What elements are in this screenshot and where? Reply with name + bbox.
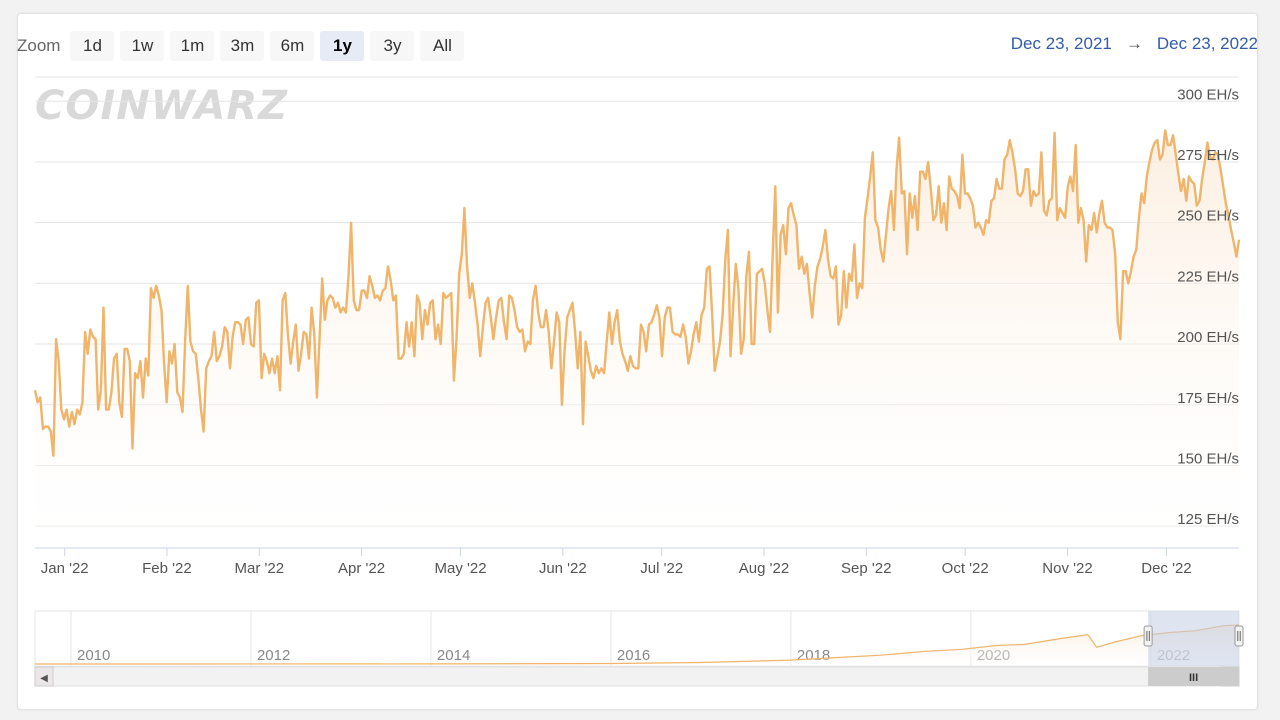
- x-tick-label: Sep '22: [841, 560, 891, 577]
- x-tick-label: Nov '22: [1042, 560, 1092, 577]
- x-tick-label: Feb '22: [142, 560, 192, 577]
- y-tick-label: 300 EH/s: [1177, 86, 1239, 103]
- x-tick-label: Aug '22: [739, 560, 789, 577]
- y-axis-labels: 125 EH/s 150 EH/s 175 EH/s 200 EH/s 225 EH/s…: [1177, 86, 1239, 528]
- x-tick-label: Jun '22: [539, 560, 587, 577]
- zoom-1d-button[interactable]: 1d: [70, 31, 115, 61]
- zoom-toolbar: Zoom 1d 1w 1m 3m 6m 1y 3y All: [17, 30, 465, 62]
- x-tick-label: May '22: [434, 560, 486, 577]
- x-tick-label: Dec '22: [1141, 560, 1191, 577]
- range-arrow-icon: →: [1125, 34, 1143, 53]
- date-range: Dec 23, 2021 → Dec 23, 2022: [1011, 34, 1258, 54]
- watermark-text: COINWARZ: [35, 83, 288, 129]
- zoom-6m-button[interactable]: 6m: [270, 31, 315, 61]
- x-tick-label: Apr '22: [338, 560, 385, 577]
- y-tick-label: 200 EH/s: [1177, 329, 1239, 346]
- navigator-year-label: 2016: [617, 647, 650, 664]
- navigator-handle-left[interactable]: [1143, 625, 1153, 647]
- navigator-year-label: 2014: [437, 647, 470, 664]
- handle-body[interactable]: [1234, 625, 1244, 647]
- range-to-date[interactable]: Dec 23, 2022: [1156, 34, 1258, 53]
- range-from-date[interactable]: Dec 23, 2021: [1010, 34, 1112, 53]
- zoom-3m-button[interactable]: 3m: [220, 31, 265, 61]
- navigator-handle-right[interactable]: [1234, 625, 1244, 647]
- y-tick-label: 150 EH/s: [1177, 450, 1239, 467]
- zoom-1y-button[interactable]: 1y: [320, 31, 365, 61]
- series-line[interactable]: [33, 129, 1241, 457]
- scroll-left-button[interactable]: [34, 666, 54, 687]
- navigator-area: [35, 624, 1239, 666]
- handle-body[interactable]: [1143, 625, 1153, 647]
- navigator[interactable]: 2010201220142016201820202022: [34, 610, 1244, 667]
- x-tick-label: Jul '22: [640, 560, 683, 577]
- zoom-label: Zoom: [17, 36, 61, 55]
- series-area: [35, 130, 1239, 548]
- y-tick-label: 225 EH/s: [1177, 268, 1239, 285]
- y-tick-label: 250 EH/s: [1177, 208, 1239, 225]
- zoom-3y-button[interactable]: 3y: [370, 31, 415, 61]
- scrollbar-grip-icon: III: [1189, 672, 1198, 684]
- x-tick-label: Oct '22: [942, 560, 989, 577]
- x-tick-label: Jan '22: [41, 560, 89, 577]
- x-axis-ticks: Jan '22 Feb '22 Mar '22 Apr '22 May '22 Jun '…: [41, 548, 1192, 577]
- scroll-left-icon: ◀: [40, 673, 48, 684]
- x-tick-label: Mar '22: [235, 560, 285, 577]
- zoom-all-button[interactable]: All: [420, 31, 465, 61]
- y-tick-label: 175 EH/s: [1177, 390, 1239, 407]
- y-tick-label: 275 EH/s: [1177, 147, 1239, 164]
- scrollbar-track[interactable]: [34, 666, 1240, 687]
- navigator-year-label: 2012: [257, 647, 290, 664]
- navigator-selection[interactable]: [1148, 611, 1239, 666]
- zoom-1w-button[interactable]: 1w: [120, 31, 165, 61]
- y-tick-label: 125 EH/s: [1177, 511, 1239, 528]
- zoom-1m-button[interactable]: 1m: [170, 31, 215, 61]
- scrollbar-thumb[interactable]: [1148, 667, 1239, 686]
- coinwarz-watermark: COINWARZ: [35, 83, 288, 129]
- scrollbar[interactable]: ◀▶III: [34, 666, 1240, 687]
- navigator-year-label: 2010: [77, 647, 110, 664]
